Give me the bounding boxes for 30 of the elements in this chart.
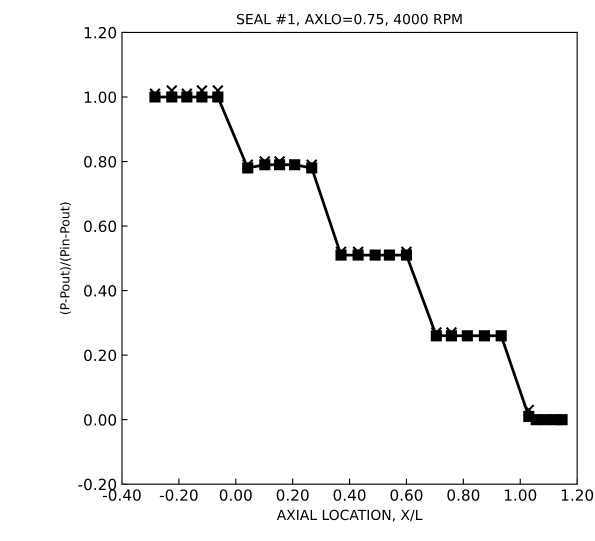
point: [242, 158, 254, 171]
y-tick-label: 0.80: [84, 156, 116, 168]
x-tick-label: 0.00: [220, 489, 252, 501]
y-tick-label: 0.00: [84, 414, 116, 426]
point: [212, 84, 224, 96]
point: [306, 158, 318, 171]
x-tick-label: -0.20: [160, 489, 198, 501]
point: [522, 404, 535, 416]
point: [180, 88, 193, 100]
y-tick-label: 1.20: [84, 26, 116, 38]
y-tick-label: 0.60: [84, 220, 116, 232]
x-tick-label: -0.40: [102, 489, 141, 501]
y-axis-title: (P-Pout)/(Pin-Pout): [60, 202, 72, 314]
x-tick-label: 0.40: [334, 489, 366, 501]
point: [335, 246, 347, 258]
x-tick-label: 0.60: [390, 489, 422, 501]
x-tick-label: 0.20: [276, 489, 309, 501]
x-tick-label: 1.00: [504, 489, 536, 501]
y-tick-label: 0.20: [84, 350, 116, 362]
point: [430, 326, 442, 338]
point: [149, 88, 161, 100]
y-tick-label: 0.40: [84, 285, 116, 297]
y-tick-label: -0.20: [78, 478, 116, 490]
x-axis-title: AXIAL LOCATION, X/L: [276, 510, 422, 522]
point: [196, 84, 208, 96]
chart-title: SEAL #1, AXLO=0.75, 4000 RPM: [237, 14, 462, 26]
y-tick-label: 1.00: [84, 91, 116, 104]
point: [166, 84, 178, 96]
x-tick-label: 0.80: [447, 489, 480, 501]
x-tick-label: 1.20: [562, 489, 594, 501]
